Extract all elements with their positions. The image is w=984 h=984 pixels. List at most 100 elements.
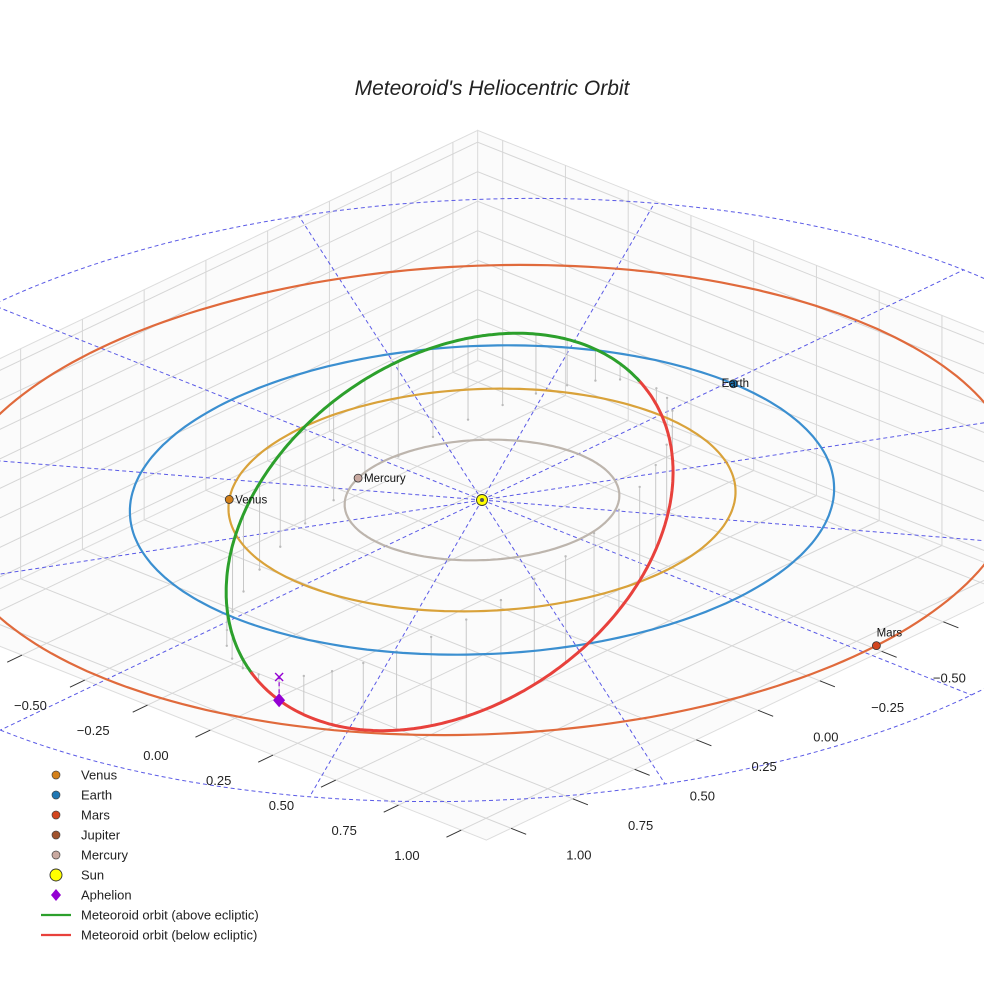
grid-line [461, 579, 984, 831]
venus-dot [224, 495, 234, 504]
drop-foot [565, 384, 569, 387]
legend-label: Meteoroid orbit (below ecliptic) [81, 928, 257, 943]
x-tick-label: 0.25 [751, 759, 776, 774]
x-tick-mark [696, 739, 712, 747]
mars-marker: Mars [871, 628, 902, 651]
y-tick-label: −0.25 [77, 723, 110, 738]
axis-ticks: −1.00−0.75−0.50−0.250.000.250.500.751.00… [7, 621, 966, 863]
grid-line [0, 141, 478, 371]
x-tick-mark [510, 827, 527, 835]
drop-foot [257, 673, 260, 676]
drop-foot [363, 476, 367, 479]
legend-item: Aphelion [51, 888, 132, 903]
sun-core [480, 498, 484, 502]
y-tick-label: 0.75 [332, 823, 357, 838]
y-tick-mark [132, 704, 148, 713]
legend-item: Sun [49, 868, 104, 883]
legend-label: Venus [81, 768, 118, 783]
mercury-orbit [343, 438, 621, 562]
legend-item: Mars [51, 808, 110, 823]
drop-foot [279, 545, 282, 548]
y-tick-mark [195, 729, 211, 738]
body-markers: Venus Earth Mars Mercury [224, 378, 902, 708]
drop-foot [665, 396, 669, 400]
legend-item: Jupiter [51, 828, 121, 843]
x-tick-mark [757, 709, 774, 717]
grid-line [0, 200, 478, 430]
legend-marker [49, 868, 63, 882]
grid-line [477, 171, 984, 374]
ecliptic-spoke [481, 499, 666, 785]
ecliptic-spoke [481, 499, 972, 696]
grid-line [84, 420, 629, 681]
legend-item: Earth [51, 788, 112, 803]
legend-label: Earth [81, 788, 112, 803]
mercury-marker: Mercury [353, 473, 406, 485]
drop-foot [665, 443, 668, 446]
axis-panes [0, 129, 984, 841]
drop-foot [501, 403, 504, 407]
back-left-pane [0, 129, 479, 590]
grid-line [147, 445, 692, 706]
grid-line [0, 230, 478, 460]
drop-foot [564, 555, 567, 558]
y-tick-mark [320, 779, 337, 788]
drop-foot [594, 379, 597, 382]
ecliptic-spoke [298, 215, 483, 501]
grid-line [477, 141, 984, 345]
grid-line [477, 230, 984, 433]
x-tick-label: −0.50 [933, 670, 966, 685]
grid-line [0, 289, 478, 519]
aphelion-marker [273, 693, 286, 708]
y-tick-label: 0.00 [143, 748, 168, 763]
legend-label: Aphelion [81, 888, 132, 903]
legend-item: Venus [51, 768, 118, 783]
mercury-label: Mercury [364, 473, 406, 485]
mars-orbit [0, 263, 984, 737]
legend-item: Meteoroid orbit (above ecliptic) [41, 908, 259, 923]
drop-foot [671, 409, 674, 412]
drop-foot [466, 418, 470, 421]
grid-line [21, 395, 566, 656]
legend-item: Mercury [51, 848, 128, 863]
drop-foot [655, 387, 658, 390]
drop-foot [362, 661, 365, 665]
x-tick-label: 0.50 [690, 788, 715, 803]
drop-foot [654, 463, 657, 467]
grid-line [0, 348, 478, 578]
legend-label: Sun [81, 868, 104, 883]
drop-foot [332, 499, 335, 502]
y-tick-mark [7, 654, 23, 663]
legend-marker [51, 830, 61, 840]
earth-orbit [128, 344, 836, 656]
drop-foot [534, 392, 538, 395]
grid-line [477, 200, 984, 404]
drop-foot [431, 435, 435, 439]
meteoroid-orbit-below [277, 378, 675, 733]
meteoroid-orbit-below [250, 671, 281, 702]
drop-foot [638, 485, 641, 489]
drop-foot [225, 644, 228, 647]
legend-label: Jupiter [81, 828, 121, 843]
earth-label: Earth [722, 378, 750, 390]
drop-foot [533, 577, 536, 581]
drop-foot [230, 657, 234, 660]
drop-foot [330, 670, 334, 673]
ecliptic-spoke [481, 202, 655, 501]
y-tick-mark [69, 679, 86, 688]
x-tick-mark [572, 798, 589, 806]
legend-label: Meteoroid orbit (above ecliptic) [81, 908, 259, 923]
drop-foot [499, 598, 503, 602]
x-tick-mark [819, 680, 836, 688]
meteoroid-orbit [224, 331, 675, 733]
venus-orbit [227, 387, 737, 613]
ecliptic-ring [0, 197, 984, 803]
y-tick-mark [383, 804, 399, 813]
earth-marker: Earth [722, 378, 750, 390]
drop-foot [617, 508, 621, 511]
x-tick-label: −0.25 [871, 700, 904, 715]
drop-foot [258, 568, 261, 571]
legend-label: Mercury [81, 848, 128, 863]
mars-dot [871, 641, 881, 651]
ecliptic-spoke [481, 269, 964, 501]
